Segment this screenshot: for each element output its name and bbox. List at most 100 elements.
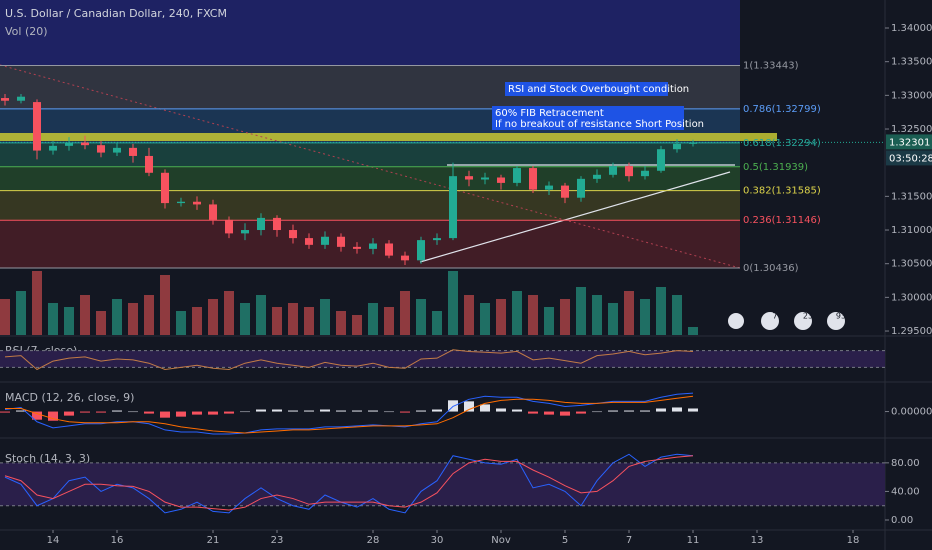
- candle-body: [225, 219, 233, 234]
- candle-body: [401, 255, 409, 261]
- event-icon: [827, 312, 845, 330]
- volume-bar: [288, 303, 298, 335]
- candle-body: [593, 174, 601, 179]
- candle-body: [17, 96, 25, 101]
- candle-body: [689, 142, 697, 144]
- candle-body: [273, 217, 281, 231]
- macd-histogram-bar: [640, 410, 650, 412]
- event-count: 23: [803, 312, 813, 321]
- countdown: 03:50:28: [889, 153, 932, 164]
- volume-bar: [96, 311, 106, 335]
- annotation-box: [492, 106, 684, 130]
- stoch-tick-label: 40.00: [891, 486, 920, 497]
- volume-label: Vol (20): [5, 25, 48, 38]
- candle-body: [129, 147, 137, 156]
- macd-histogram-bar: [576, 411, 586, 414]
- stoch-tick-label: 0.00: [891, 515, 913, 526]
- macd-histogram-bar: [368, 410, 378, 412]
- event-icon: [794, 312, 812, 330]
- fib-band: [0, 0, 740, 66]
- candle-body: [289, 230, 297, 239]
- x-tick-label: 21: [207, 535, 220, 546]
- volume-bar: [384, 307, 394, 335]
- x-tick-label: 7: [626, 535, 632, 546]
- macd-histogram-bar: [496, 408, 506, 412]
- candle-body: [433, 238, 441, 241]
- candle-body: [657, 149, 665, 171]
- volume-bar: [112, 299, 122, 335]
- volume-bar: [160, 275, 170, 335]
- candle-body: [113, 147, 121, 153]
- annotation: RSI and Stock Overbought condition: [508, 84, 689, 95]
- volume-bar: [544, 307, 554, 335]
- macd-histogram-bar: [288, 410, 298, 412]
- candle-body: [481, 177, 489, 180]
- candle-body: [161, 172, 169, 204]
- macd-histogram-bar: [416, 410, 426, 412]
- fib-label: 0.236(1.31146): [743, 215, 821, 226]
- candle-body: [49, 145, 57, 151]
- macd-histogram-bar: [112, 410, 122, 412]
- macd-histogram-bar: [624, 410, 634, 412]
- volume-bar: [80, 295, 90, 335]
- candle-body: [561, 185, 569, 198]
- volume-bar: [272, 307, 282, 335]
- event-count: 7: [772, 312, 777, 321]
- macd-histogram-bar: [688, 408, 698, 412]
- volume-bar: [320, 299, 330, 335]
- macd-histogram-bar: [64, 411, 74, 416]
- candle-body: [1, 98, 9, 101]
- fib-label: 0.618(1.32294): [743, 138, 821, 149]
- macd-histogram-bar: [608, 410, 618, 412]
- candle-body: [193, 201, 201, 205]
- volume-bar: [64, 307, 74, 335]
- macd-histogram-bar: [128, 411, 138, 413]
- macd-histogram-bar: [176, 411, 186, 417]
- x-tick-label: 30: [431, 535, 444, 546]
- candle-body: [65, 142, 73, 146]
- stoch-k-line: [4, 453, 694, 514]
- y-tick-label: 1.32500: [891, 124, 932, 135]
- volume-bar: [592, 295, 602, 335]
- macd-histogram-bar: [384, 411, 394, 413]
- macd-histogram-bar: [480, 404, 490, 412]
- volume-bar: [256, 295, 266, 335]
- macd-tick-label: 0.00000: [891, 407, 932, 418]
- macd-histogram-bar: [144, 411, 154, 414]
- y-tick-label: 1.31000: [891, 225, 932, 236]
- macd-histogram-bar: [80, 411, 90, 413]
- stoch-d-line: [4, 455, 694, 511]
- candle-body: [337, 236, 345, 247]
- fib-label: 0.786(1.32799): [743, 104, 821, 115]
- countdown-tag: [886, 150, 932, 166]
- candle-body: [513, 168, 521, 183]
- y-tick-label: 1.31500: [891, 191, 932, 202]
- fib-label: 0.5(1.31939): [743, 162, 808, 173]
- macd-histogram-bar: [256, 409, 266, 412]
- event-count: 93: [836, 312, 846, 321]
- volume-bar: [192, 307, 202, 335]
- macd-histogram-bar: [240, 411, 250, 413]
- x-tick-label: 28: [367, 535, 380, 546]
- x-tick-label: Nov: [491, 535, 511, 546]
- macd-histogram-bar: [208, 411, 218, 415]
- candle-body: [497, 177, 505, 183]
- volume-bar: [688, 327, 698, 335]
- macd-histogram-bar: [464, 401, 474, 412]
- macd-histogram-bar: [160, 411, 170, 418]
- chart-title: U.S. Dollar / Canadian Dollar, 240, FXCM: [5, 7, 227, 20]
- volume-bar: [528, 295, 538, 335]
- fib-label: 1(1.33443): [743, 61, 799, 72]
- macd-histogram-bar: [224, 411, 234, 414]
- volume-bar: [240, 303, 250, 335]
- x-tick-label: 16: [111, 535, 124, 546]
- x-tick-label: 5: [562, 535, 568, 546]
- y-tick-label: 1.33500: [891, 57, 932, 68]
- x-tick-label: 13: [751, 535, 764, 546]
- volume-bar: [352, 315, 362, 335]
- annotation-box: [505, 82, 668, 96]
- macd-histogram-bar: [336, 410, 346, 412]
- macd-histogram-bar: [48, 411, 58, 421]
- macd-histogram-bar: [544, 411, 554, 415]
